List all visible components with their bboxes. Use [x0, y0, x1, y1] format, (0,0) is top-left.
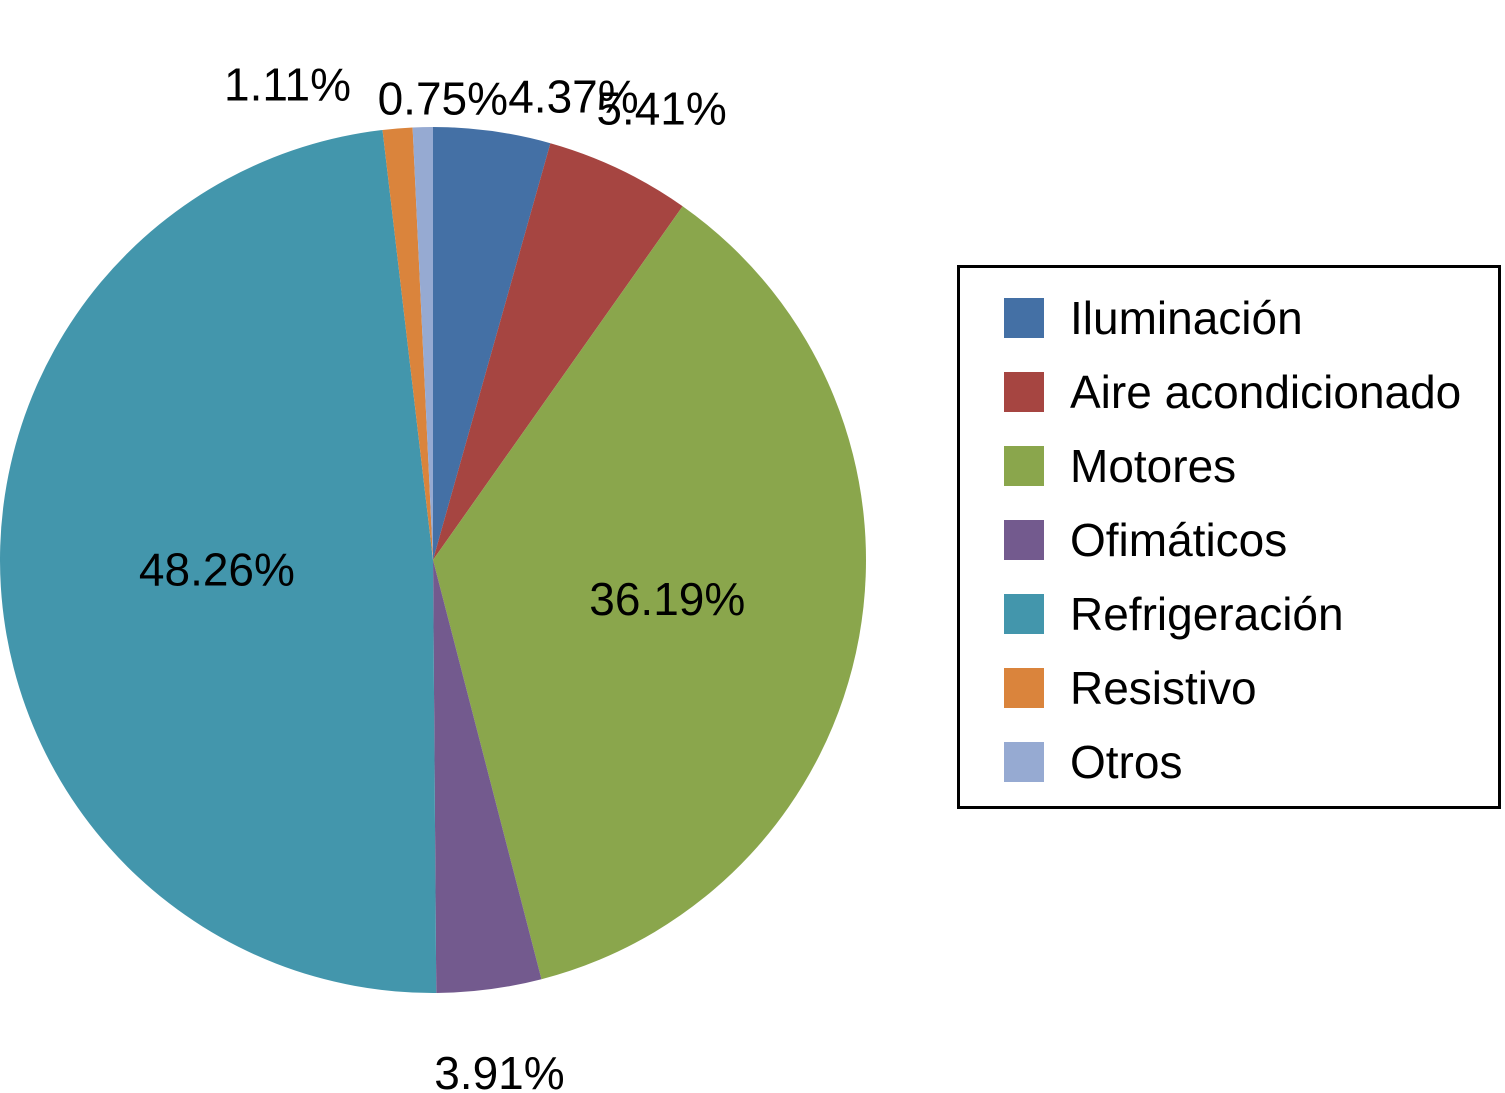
legend-item-otros: Otros: [1004, 736, 1183, 788]
legend-label: Iluminación: [1070, 292, 1303, 344]
legend-label: Refrigeración: [1070, 588, 1344, 640]
pie-slice-motores: [433, 206, 867, 980]
pie-slice-aire-acondicionado: [433, 143, 683, 561]
legend-label: Resistivo: [1070, 662, 1257, 714]
legend-swatch: [1004, 594, 1044, 634]
legend-swatch: [1004, 446, 1044, 486]
legend-swatch: [1004, 742, 1044, 782]
pie-slice-refrigeracion: [0, 129, 437, 993]
slice-value-label: 3.91%: [434, 1047, 564, 1093]
legend-label: Ofimáticos: [1070, 514, 1288, 566]
legend-item-ofimaticos: Ofimáticos: [1004, 514, 1288, 566]
legend-swatch: [1004, 668, 1044, 708]
legend-item-motores: Motores: [1004, 440, 1237, 492]
legend-label: Motores: [1070, 440, 1237, 492]
slice-value-label: 1.11%: [224, 59, 351, 111]
pie-slice-iluminacion: [433, 127, 551, 560]
legend-swatch: [1004, 520, 1044, 560]
pie-labels: 4.37%5.41% 36.19% 3.91% 48.26% 1.11% 0.75%: [139, 59, 745, 1093]
legend-item-iluminacion: Iluminación: [1004, 292, 1303, 344]
pie-slices: [0, 127, 867, 993]
pie-slice-resistivo: [382, 127, 433, 560]
pie-slice-otros: [412, 127, 433, 560]
slice-value-label: 0.75%: [378, 72, 508, 124]
slice-value-label: 5.41%: [596, 82, 726, 134]
pie-slice-ofimaticos: [433, 560, 542, 993]
legend-swatch: [1004, 298, 1044, 338]
legend-swatch: [1004, 372, 1044, 412]
legend-item-refrigeracion: Refrigeración: [1004, 588, 1344, 640]
slice-value-label: 36.19%: [589, 573, 745, 625]
slice-value-label: 4.37%: [508, 71, 638, 123]
legend-item-aire-acondicionado: Aire acondicionado: [1004, 366, 1462, 418]
legend-label: Otros: [1070, 736, 1183, 788]
legend-item-resistivo: Resistivo: [1004, 662, 1257, 714]
chart-legend: Iluminación Aire acondicionado Motores O…: [957, 265, 1501, 809]
slice-value-label: 48.26%: [139, 544, 295, 596]
legend-label: Aire acondicionado: [1070, 366, 1462, 418]
